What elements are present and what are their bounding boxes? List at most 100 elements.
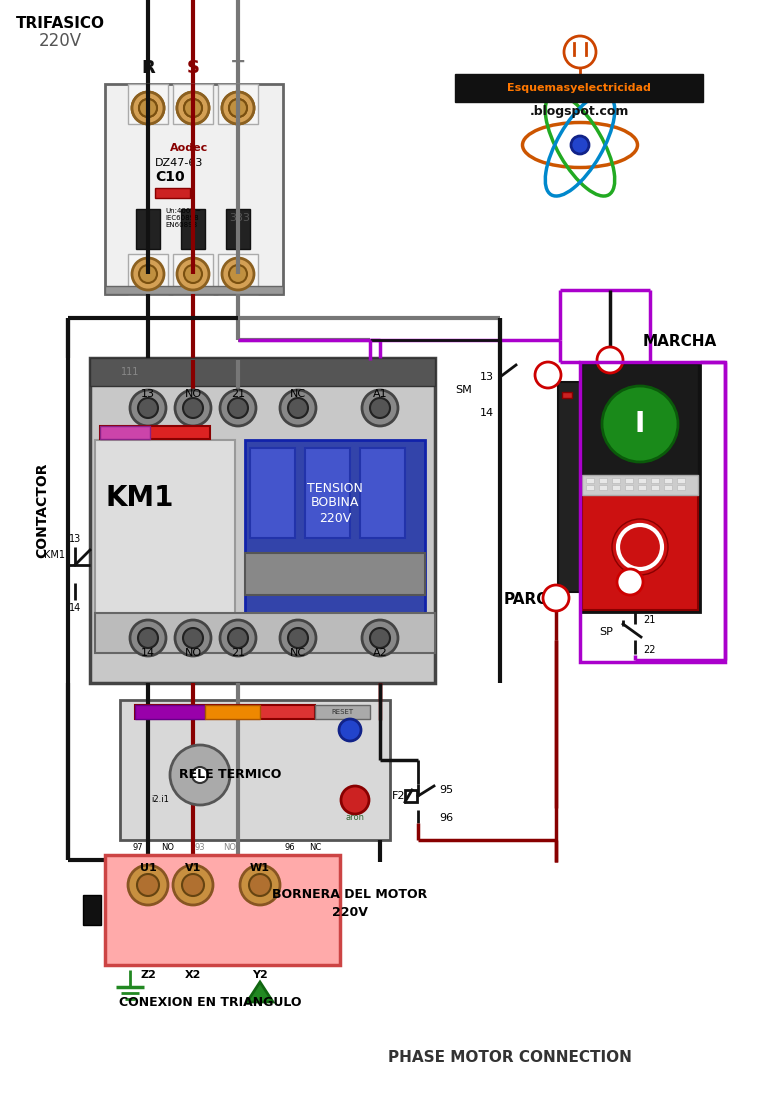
Bar [100,426,150,439]
Circle shape [280,390,316,426]
Text: S: S [186,59,199,77]
Circle shape [175,390,211,426]
Bar [173,84,213,124]
Bar [562,391,572,398]
Bar [625,485,633,490]
Circle shape [602,386,678,462]
Text: TRIFASICO: TRIFASICO [15,16,104,31]
Circle shape [220,620,256,657]
Text: TENSION
BOBINA
220V: TENSION BOBINA 220V [307,481,363,525]
Circle shape [571,136,589,154]
Circle shape [173,865,213,905]
Circle shape [139,265,157,283]
Bar [83,895,101,925]
Circle shape [177,92,209,124]
Text: 95: 95 [439,785,453,795]
Bar [120,700,390,840]
Circle shape [535,362,561,388]
Bar [128,254,168,294]
Bar [599,485,607,490]
Text: 13: 13 [141,389,155,399]
Text: NC: NC [290,648,306,658]
Text: Un:400V~
IEC60898
EN60898: Un:400V~ IEC60898 EN60898 [165,208,201,228]
Text: 13: 13 [480,372,494,381]
Circle shape [618,525,662,569]
Text: NC: NC [290,389,306,399]
Circle shape [192,767,208,783]
Circle shape [220,390,256,426]
Circle shape [184,99,202,118]
Text: NO: NO [185,389,201,399]
Bar [90,358,435,683]
Bar [455,74,703,102]
Text: 14: 14 [141,648,155,658]
Circle shape [543,586,569,611]
Bar [638,478,646,484]
Text: 220V: 220V [39,32,81,50]
Bar [625,478,633,484]
Text: 14: 14 [69,603,81,613]
Bar [612,478,620,484]
Bar [181,208,205,250]
Text: DZ47-63: DZ47-63 [155,157,204,167]
Bar [405,790,417,802]
Text: 93: 93 [195,844,205,853]
Circle shape [130,390,166,426]
Bar [664,478,672,484]
Circle shape [228,398,248,418]
Circle shape [222,92,254,124]
Bar [218,84,258,124]
Bar [105,855,340,965]
Circle shape [612,519,668,574]
Text: RESET: RESET [331,709,353,715]
Text: 333: 333 [230,213,251,223]
Text: NC: NC [309,844,321,853]
Circle shape [222,258,254,289]
Text: 22: 22 [622,577,638,587]
Text: NO: NO [185,648,201,658]
Bar [95,440,235,640]
Text: 111: 111 [121,367,139,377]
Bar [582,364,698,479]
Text: Y2: Y2 [252,970,268,980]
Circle shape [362,390,398,426]
Text: 21: 21 [548,593,564,603]
Circle shape [170,745,230,805]
Bar [128,84,168,124]
Circle shape [183,398,203,418]
Text: U1: U1 [140,863,157,873]
Circle shape [280,620,316,657]
Bar [586,485,594,490]
Text: CONTACTOR: CONTACTOR [35,462,49,558]
Circle shape [128,865,168,905]
Bar [677,485,685,490]
Text: 220V: 220V [332,906,368,919]
Text: 13: 13 [69,535,81,545]
Text: T: T [232,59,244,77]
Text: 21: 21 [643,615,655,625]
Text: 14: 14 [602,355,618,365]
Circle shape [222,92,254,124]
Bar [582,475,698,495]
Circle shape [184,265,202,283]
Circle shape [370,628,390,648]
Text: SM: SM [455,385,472,395]
Text: aron: aron [346,814,365,823]
Polygon shape [247,981,273,1003]
Circle shape [228,628,248,648]
Bar [226,208,250,250]
Bar [638,485,646,490]
Text: Esquemasyelectricidad: Esquemasyelectricidad [507,83,651,93]
Text: 13: 13 [540,370,556,380]
Text: X2: X2 [185,970,201,980]
Circle shape [177,92,209,124]
Text: BORNERA DEL MOTOR: BORNERA DEL MOTOR [272,888,428,902]
Circle shape [362,620,398,657]
Bar [245,440,425,640]
Bar [105,286,283,294]
Text: KM1: KM1 [44,550,65,560]
Circle shape [597,347,623,373]
Circle shape [137,874,159,896]
Text: 96: 96 [285,844,296,853]
Text: i2.i1: i2.i1 [151,795,169,804]
